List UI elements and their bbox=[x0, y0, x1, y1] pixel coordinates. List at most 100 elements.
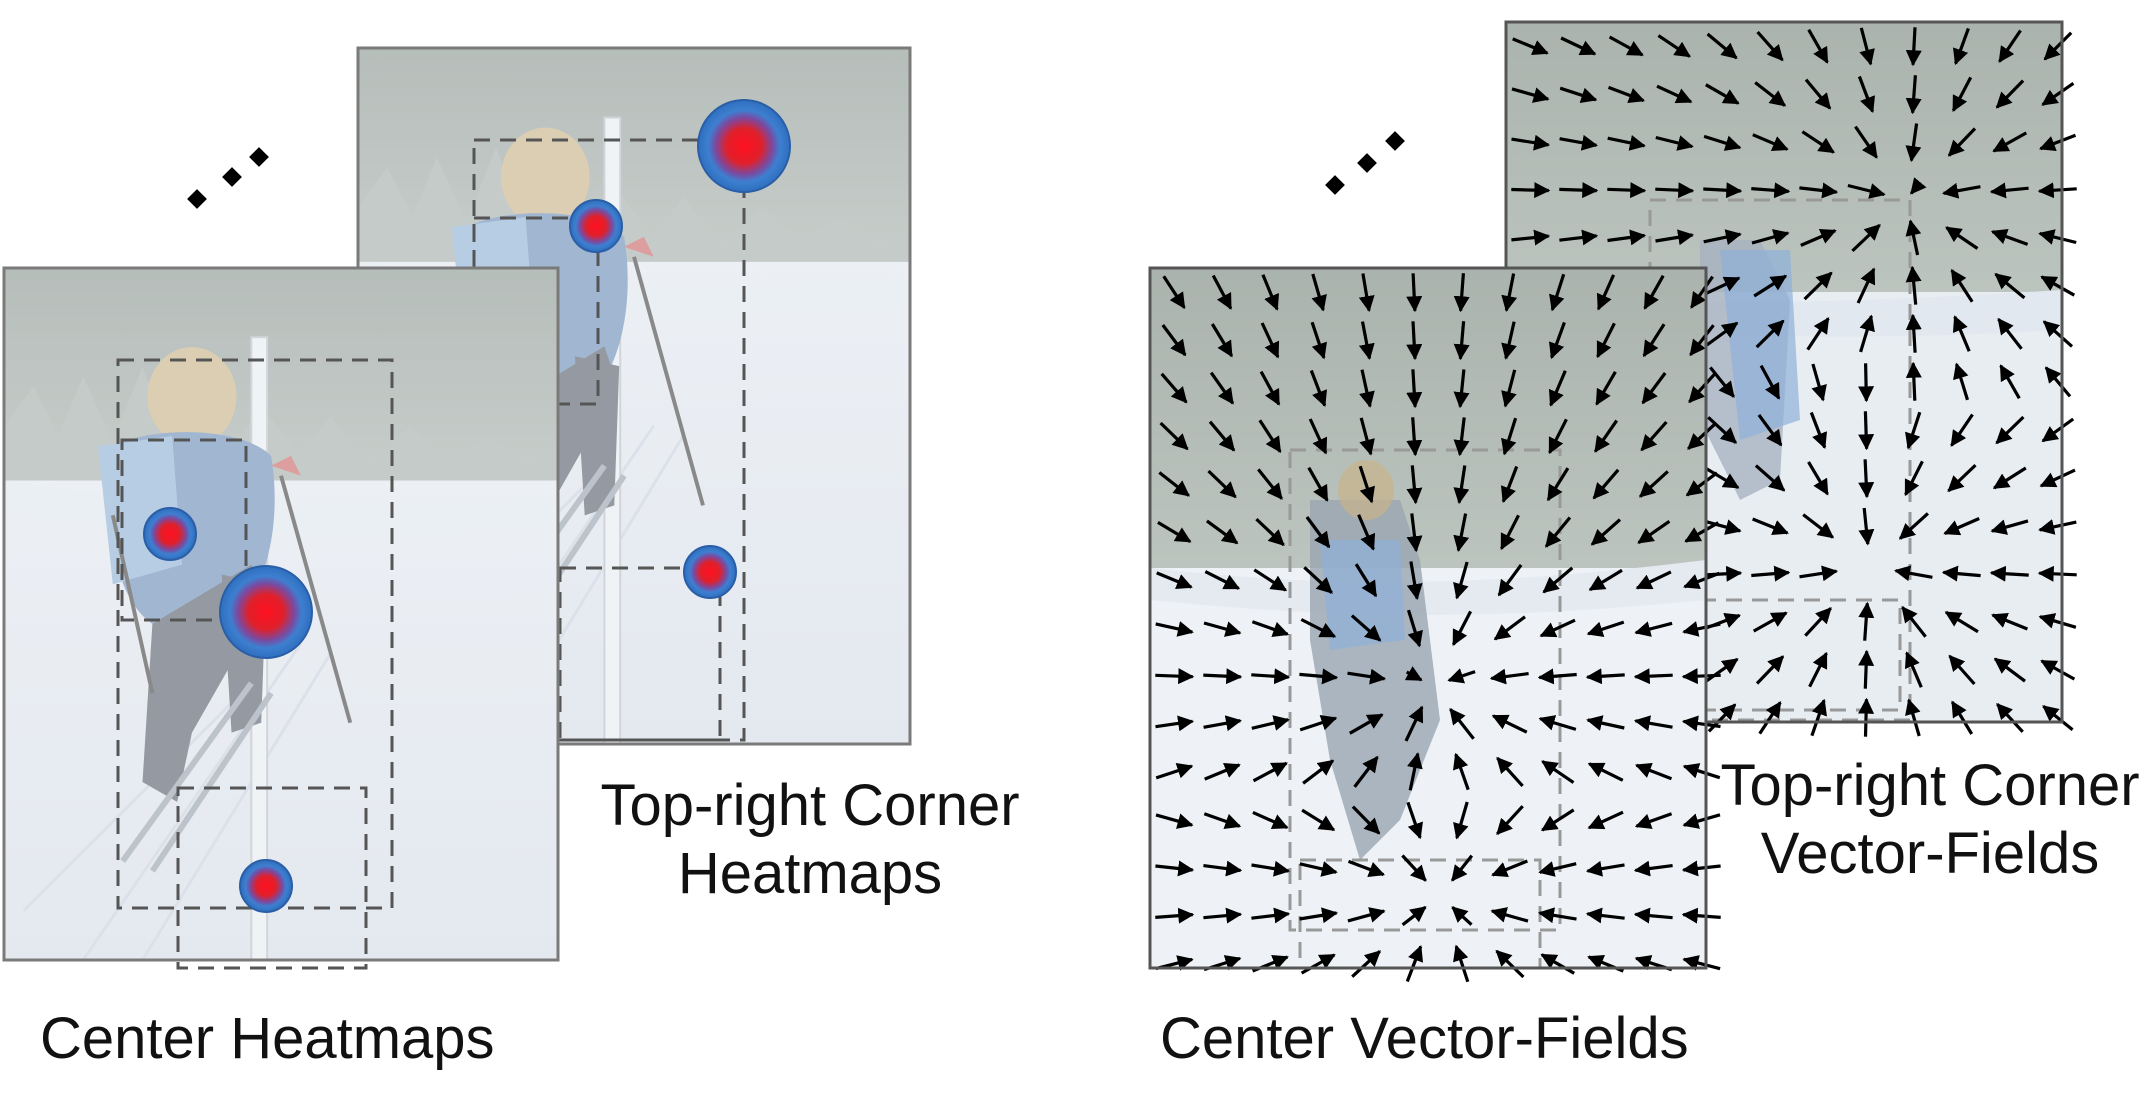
vector-arrow bbox=[1633, 668, 1673, 685]
vector-arrow bbox=[1453, 752, 1470, 791]
vector-arrow bbox=[1453, 513, 1470, 552]
vector-arrow bbox=[1559, 182, 1599, 199]
vector-arrow bbox=[1299, 861, 1338, 877]
vector-arrow bbox=[1847, 183, 1886, 199]
vector-arrow bbox=[1851, 223, 1881, 253]
vector-arrow bbox=[1807, 461, 1829, 496]
vector-arrow bbox=[1401, 905, 1427, 927]
vector-arrow bbox=[1756, 30, 1784, 62]
vector-arrow bbox=[1945, 226, 1979, 250]
vector-arrow bbox=[1950, 413, 1974, 447]
vector-arrow bbox=[1681, 907, 1721, 924]
vector-arrow bbox=[2039, 133, 2077, 152]
vector-arrow bbox=[1549, 273, 1566, 312]
vector-arrow bbox=[1809, 411, 1828, 449]
vector-arrow bbox=[1608, 35, 1644, 57]
vector-arrow bbox=[1858, 649, 1875, 689]
vector-arrow bbox=[1998, 29, 2022, 63]
vector-arrow bbox=[1511, 87, 1550, 103]
vector-arrow bbox=[1799, 565, 1839, 582]
vector-arrow bbox=[1690, 275, 1714, 309]
vector-arrow bbox=[1752, 611, 1788, 633]
vector-arrow bbox=[1588, 568, 1623, 592]
vector-arrow bbox=[1155, 907, 1195, 924]
vector-arrow bbox=[1493, 615, 1526, 641]
vector-arrow bbox=[1951, 76, 1973, 113]
vector-arrow bbox=[1905, 265, 1922, 305]
vector-arrow bbox=[1703, 182, 1743, 199]
vector-arrow bbox=[1858, 507, 1875, 546]
vector-arrow bbox=[1657, 34, 1691, 58]
vector-arrow bbox=[1590, 518, 1622, 546]
vector-arrow bbox=[1637, 519, 1671, 545]
vector-arrow bbox=[1905, 27, 1922, 67]
dashed-boxes bbox=[116, 358, 394, 970]
vector-arrow bbox=[1451, 610, 1473, 647]
caption-line: Heatmaps bbox=[677, 841, 943, 907]
vector-arrow bbox=[1309, 369, 1328, 407]
vector-arrow bbox=[1757, 413, 1783, 447]
vector-arrow bbox=[2042, 320, 2074, 348]
vector-arrow bbox=[1992, 466, 2027, 490]
vector-arrow bbox=[1992, 131, 2028, 153]
vector-arrow bbox=[1538, 861, 1577, 877]
vector-arrow bbox=[1640, 420, 1668, 452]
vector-arrow bbox=[1586, 620, 1625, 637]
vector-arrow bbox=[1806, 317, 1830, 351]
vector-arrow bbox=[1497, 563, 1523, 597]
vector-arrow bbox=[1560, 36, 1597, 56]
vector-arrow bbox=[1559, 86, 1598, 103]
vector-arrow bbox=[1950, 700, 1974, 735]
vector-arrow bbox=[1406, 417, 1423, 457]
vector-arrow bbox=[1500, 465, 1519, 503]
vector-arrow bbox=[1208, 420, 1236, 452]
vector-arrow bbox=[1754, 81, 1787, 107]
heatmap-blob bbox=[143, 507, 197, 561]
vector-arrow bbox=[1684, 521, 1720, 543]
vector-arrow bbox=[1804, 78, 1832, 110]
vector-arrow bbox=[1351, 950, 1381, 978]
vector-arrow bbox=[2040, 275, 2076, 297]
vector-arrow bbox=[1759, 364, 1781, 400]
vector-arrow bbox=[1947, 463, 1977, 493]
vector-arrow bbox=[2038, 229, 2077, 245]
vector-arrow bbox=[1904, 460, 1924, 497]
vector-arrow bbox=[1155, 813, 1194, 829]
center-heatmap-panel bbox=[2, 266, 560, 970]
vector-arrow bbox=[1587, 762, 1624, 782]
caption-topright-heatmaps: Top-right Corner Heatmaps bbox=[580, 772, 1040, 909]
vector-arrow bbox=[2040, 659, 2076, 681]
vector-arrow bbox=[1511, 182, 1551, 199]
vector-arrow bbox=[1549, 321, 1566, 360]
vector-arrow bbox=[1501, 417, 1518, 456]
vector-arrow bbox=[1155, 763, 1194, 780]
vector-arrow bbox=[2038, 519, 2077, 535]
vector-arrow bbox=[1703, 134, 1742, 151]
vector-arrow bbox=[1500, 514, 1520, 551]
vector-arrow bbox=[1681, 715, 1721, 732]
vector-arrow bbox=[1801, 130, 1835, 154]
vector-arrow bbox=[1607, 85, 1645, 104]
vector-arrow bbox=[1642, 323, 1666, 358]
vector-arrow bbox=[1357, 514, 1376, 551]
vector-arrow bbox=[1905, 411, 1922, 450]
vector-arrow bbox=[1810, 698, 1827, 737]
vector-arrow bbox=[1995, 415, 2025, 445]
vector-arrow bbox=[1453, 273, 1470, 313]
vector-arrow bbox=[1252, 761, 1288, 783]
vector-arrow bbox=[2041, 417, 2075, 443]
caption-line: Top-right Corner bbox=[1720, 753, 2140, 818]
vector-arrow bbox=[1941, 565, 1981, 582]
vector-arrow bbox=[1682, 813, 1721, 829]
vector-arrow bbox=[1204, 762, 1241, 781]
vector-arrow bbox=[1350, 614, 1382, 642]
vector-arrow bbox=[1406, 801, 1423, 840]
vector-arrow bbox=[1310, 321, 1327, 360]
vector-arrow bbox=[1406, 513, 1423, 553]
vector-arrow bbox=[1755, 319, 1785, 349]
vector-arrow bbox=[1643, 274, 1665, 310]
vector-arrow bbox=[1585, 907, 1625, 924]
heatmap-blob bbox=[683, 545, 737, 599]
vector-arrow bbox=[1905, 313, 1922, 353]
vector-arrow bbox=[1858, 459, 1875, 499]
